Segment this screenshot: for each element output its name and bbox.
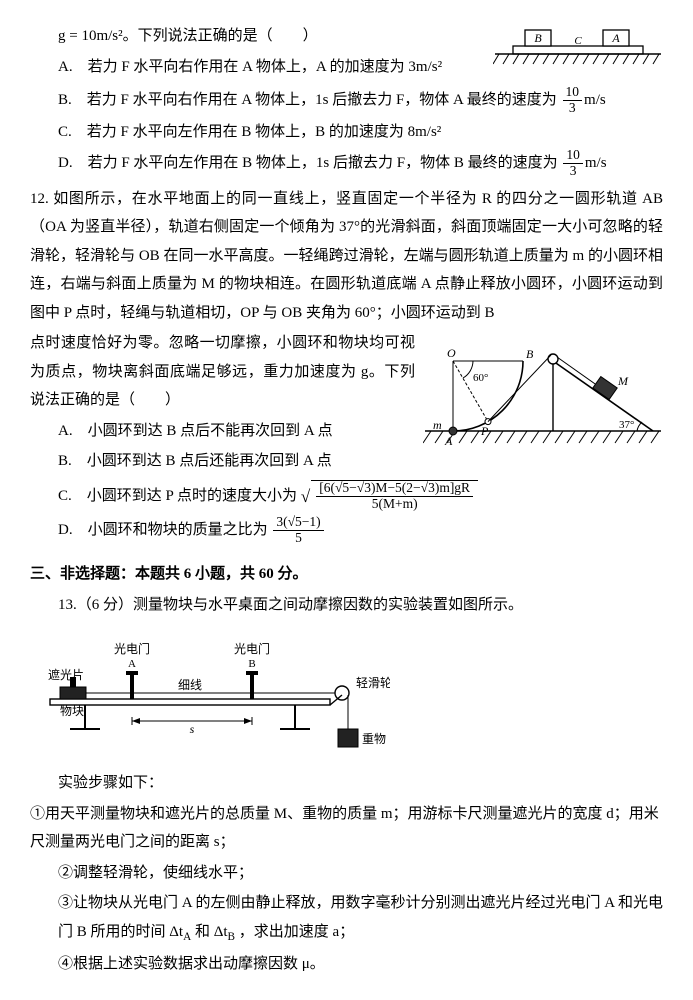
steps-title: 实验步骤如下： (30, 769, 663, 798)
q12-O: O (447, 346, 456, 360)
q13-gateA-top: 光电门 (114, 641, 150, 656)
q13-weight: 重物 (362, 732, 386, 746)
q13-pulley: 轻滑轮 (356, 676, 390, 690)
q11-optD-post: m/s (585, 155, 607, 171)
frac-den: 3 (563, 101, 583, 116)
q13-string: 细线 (178, 678, 202, 692)
q12-optC-sqrt: [6(√5−√3)M−5(2−√3)m]gR 5(M+m) (311, 480, 478, 512)
q12-P: P (480, 424, 489, 438)
step3-subA: A (183, 931, 191, 943)
q13-lead: 13.（6 分）测量物块与水平桌面之间动摩擦因数的实验装置如图所示。 (30, 591, 663, 620)
q12-optB: B. 小圆环到达 B 点后还能再次回到 A 点 (30, 447, 663, 476)
frac-num: [6(√5−√3)M−5(2−√3)m]gR (316, 481, 473, 497)
step3-mid: 和 Δt (195, 924, 228, 940)
q12-B: B (526, 347, 534, 361)
q12-optD-pre: D. 小圆环和物块的质量之比为 (58, 522, 268, 538)
frac-den: 3 (563, 164, 583, 179)
q12-M: M (617, 374, 629, 388)
q11-optB-post: m/s (584, 92, 606, 108)
q12-m: m (433, 418, 442, 432)
q12-wrap: 60° 37° O B M P A m 点时速度恰好为零。忽略一切摩擦，小圆环和… (30, 329, 663, 478)
q12-angle37: 37° (619, 419, 634, 431)
q12-optD: D. 小圆环和物块的质量之比为 3(√5−1) 5 (30, 515, 663, 546)
frac-num: 10 (563, 148, 583, 164)
q12-optC: C. 小圆环到达 P 点时的速度大小为 √ [6(√5−√3)M−5(2−√3)… (30, 480, 663, 514)
frac-num: 10 (563, 85, 583, 101)
q12-optC-pre: C. 小圆环到达 P 点时的速度大小为 (58, 488, 297, 504)
q12-optD-frac: 3(√5−1) 5 (273, 515, 323, 546)
step1: ①用天平测量物块和遮光片的总质量 M、重物的质量 m；用游标卡尺测量遮光片的宽度… (30, 800, 663, 857)
q11-figure: B A C (493, 24, 663, 70)
step4: ④根据上述实验数据求出动摩擦因数 μ。 (30, 950, 663, 979)
q11-block: B A C g = 10m/s²。下列说法正确的是（ ） A. 若力 F 水平向… (30, 22, 663, 83)
q13-gateB-sub: B (248, 658, 255, 670)
step3-post: ，求出加速度 a； (239, 924, 354, 940)
step2: ②调整轻滑轮，使细线水平； (30, 859, 663, 888)
section3-title: 三、非选择题：本题共 6 小题，共 60 分。 (30, 560, 663, 589)
q12-body1: 12. 如图所示，在水平地面上的同一直线上，竖直固定一个半径为 R 的四分之一圆… (30, 185, 663, 328)
q11-label-B: B (534, 31, 542, 45)
q11-optC: C. 若力 F 水平向左作用在 B 物体上，B 的加速度为 8m/s² (30, 118, 663, 147)
frac-num: 3(√5−1) (273, 515, 323, 531)
q11-label-A: A (611, 31, 620, 45)
q13-block: 物块 (60, 704, 84, 718)
q11-optD: D. 若力 F 水平向左作用在 B 物体上，1s 后撤去力 F，物体 B 最终的… (30, 148, 663, 179)
step3: ③让物块从光电门 A 的左侧由静止释放，用数字毫秒计分别测出遮光片经过光电门 A… (30, 889, 663, 948)
q11-label-C: C (574, 35, 582, 47)
q12-A: A (444, 434, 453, 448)
q12-num: 12. (30, 191, 49, 207)
q12-figure: 60° 37° O B M P A m (423, 331, 663, 451)
q13-figure: s 光电门 A 光电门 B 遮光片 物块 细线 轻滑轮 重物 (30, 629, 663, 759)
q12-angle60: 60° (473, 372, 488, 384)
q12-body1-text: 如图所示，在水平地面上的同一直线上，竖直固定一个半径为 R 的四分之一圆形轨道 … (30, 191, 663, 321)
q11-optB-frac: 10 3 (563, 85, 583, 116)
step3-subB: B (228, 931, 236, 943)
q11-optB-pre: B. 若力 F 水平向右作用在 A 物体上，1s 后撤去力 F，物体 A 最终的… (58, 92, 557, 108)
q11-optD-frac: 10 3 (563, 148, 583, 179)
frac-den: 5 (273, 531, 323, 546)
q13-gateA-sub: A (128, 658, 136, 670)
q11-optB: B. 若力 F 水平向右作用在 A 物体上，1s 后撤去力 F，物体 A 最终的… (30, 85, 663, 116)
q11-optD-pre: D. 若力 F 水平向左作用在 B 物体上，1s 后撤去力 F，物体 B 最终的… (58, 155, 558, 171)
q13-shade: 遮光片 (48, 667, 84, 682)
q13-gateB-top: 光电门 (234, 641, 270, 656)
sqrt-icon: √ (301, 487, 310, 506)
step3-pre: ③让物块从光电门 A 的左侧由静止释放，用数字毫秒计分别测出遮光片经过光电门 A… (58, 895, 663, 940)
frac-den: 5(M+m) (316, 497, 473, 512)
q13-s: s (190, 722, 195, 736)
